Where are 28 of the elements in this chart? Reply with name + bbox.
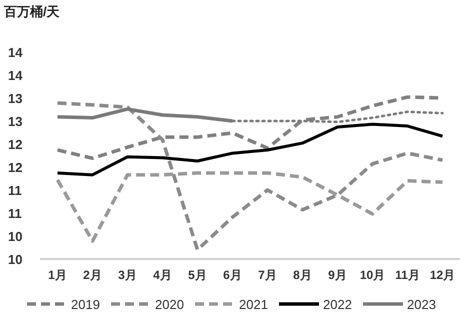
x-tick-label: 7月 (258, 268, 277, 282)
x-tick-label: 11月 (395, 268, 420, 282)
y-tick-label: 12 (8, 160, 22, 175)
legend-label: 2022 (323, 297, 352, 312)
x-tick-label: 10月 (360, 268, 386, 282)
legend-label: 2020 (155, 297, 184, 312)
x-tick-label: 4月 (153, 268, 172, 282)
y-tick-label: 10 (8, 229, 22, 244)
ylabel: 百万桶/天 (4, 4, 60, 19)
x-tick-label: 5月 (188, 268, 207, 282)
y-tick-label: 14 (8, 45, 24, 60)
x-tick-label: 1月 (48, 268, 67, 282)
x-tick-label: 2月 (83, 268, 102, 282)
x-tick-label: 8月 (293, 268, 312, 282)
y-tick-label: 11 (8, 206, 22, 221)
legend-label: 2021 (239, 297, 268, 312)
legend-label: 2019 (71, 297, 100, 312)
legend-label: 2023 (407, 297, 436, 312)
x-tick-label: 9月 (328, 268, 347, 282)
x-tick-label: 6月 (223, 268, 242, 282)
y-tick-label: 10 (8, 252, 22, 267)
y-tick-label: 13 (8, 91, 22, 106)
y-tick-label: 12 (8, 137, 22, 152)
y-tick-label: 14 (8, 68, 24, 83)
y-tick-label: 11 (8, 183, 22, 198)
x-tick-label: 12月 (430, 268, 456, 282)
x-tick-label: 3月 (118, 268, 137, 282)
y-tick-label: 13 (8, 114, 22, 129)
